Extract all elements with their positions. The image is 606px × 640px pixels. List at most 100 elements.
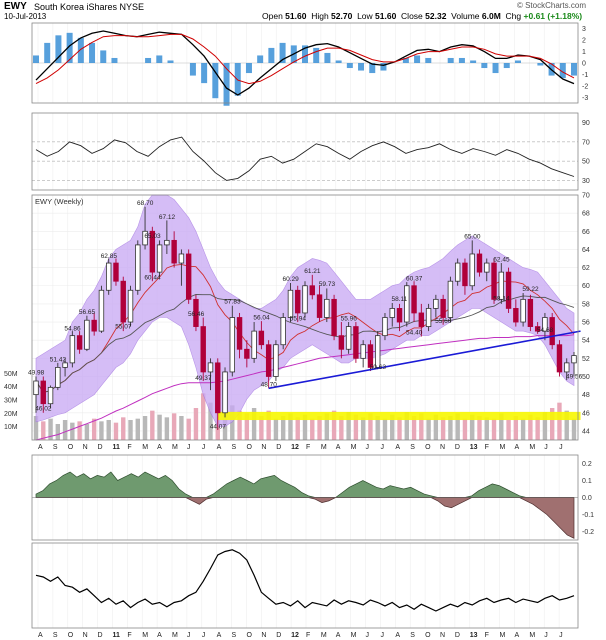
candle-body (527, 298, 534, 327)
volume-bar (353, 414, 359, 440)
month-tick-label-bottom: J (202, 632, 206, 639)
volume-bar (317, 416, 322, 440)
month-tick-label: O (246, 444, 252, 451)
month-tick-label-bottom: D (455, 632, 460, 639)
volume-bar (302, 414, 308, 440)
price-annotation-label: 62.45 (493, 257, 510, 264)
price-annotation-label: 57.83 (224, 298, 241, 305)
candle-body (156, 244, 163, 273)
price-annotation-label: 58.11 (392, 296, 408, 303)
price-tick-label: 64 (582, 247, 590, 254)
month-tick-label: O (68, 444, 74, 451)
macd-histogram-bar (55, 35, 62, 63)
macd-histogram-bar (503, 63, 510, 69)
macd-histogram-bar (33, 55, 39, 63)
price-tick-label: 44 (582, 428, 590, 435)
candle-body (476, 253, 483, 273)
macd-signal-line (35, 33, 575, 85)
volume-bar (397, 417, 402, 440)
price-annotation-label: 56.65 (79, 309, 96, 316)
support-highlight-band (217, 411, 581, 421)
macd-histogram-bar (380, 63, 387, 71)
month-tick-label-bottom: M (500, 632, 506, 639)
candle-body (382, 317, 388, 337)
candle-body (142, 230, 148, 246)
volume-bar (542, 412, 548, 440)
macd-histogram-bar (559, 63, 566, 79)
volume-label: Volume (451, 11, 480, 21)
month-tick-label-bottom: S (410, 632, 415, 639)
month-tick-label-bottom: M (529, 632, 535, 639)
candle-body (571, 355, 577, 364)
candle-body (440, 298, 446, 318)
macd-histogram-bar (111, 57, 118, 63)
macd-tick-label: 2 (582, 38, 586, 45)
month-tick-label-bottom: A (157, 632, 162, 639)
volume-bar (470, 414, 475, 440)
volume-bar (491, 418, 497, 440)
month-tick-label-bottom: S (232, 632, 237, 639)
volume-bar (339, 416, 344, 440)
indicator-line (35, 136, 575, 181)
volume-bar (433, 414, 439, 440)
volume-bar (121, 417, 126, 440)
candle-body (331, 298, 337, 337)
price-annotation-label: 54.86 (64, 325, 81, 332)
volume-bar (70, 422, 75, 440)
price-tick-label: 46 (582, 410, 590, 417)
candle-body (353, 326, 359, 359)
month-tick-label: S (232, 444, 237, 451)
month-tick-label: M (321, 444, 327, 451)
volume-bar (295, 417, 300, 440)
macd-histogram-bar (89, 42, 96, 63)
month-tick-label: J (366, 444, 370, 451)
volume-bar (33, 416, 39, 440)
candle-body (375, 335, 381, 368)
month-tick-label-bottom: O (425, 632, 431, 639)
month-tick-label: 12 (291, 444, 299, 451)
volume-bar (142, 416, 148, 440)
macd-histogram-bar (257, 55, 264, 63)
macd-histogram-bar (77, 37, 84, 63)
month-tick-label-bottom: A (38, 632, 43, 639)
price-annotation-label: 60.29 (282, 276, 299, 283)
month-tick-label-bottom: O (246, 632, 252, 639)
month-tick-label-bottom: N (83, 632, 88, 639)
volume-tick-label: 10M (4, 424, 18, 431)
volume-bar (77, 421, 82, 440)
candle-body (55, 367, 61, 388)
candle-body (491, 262, 497, 300)
candle-body (404, 285, 410, 323)
price-tick-label: 52 (582, 356, 590, 363)
macd-histogram-bar (212, 63, 219, 99)
month-tick-label-bottom: F (485, 632, 489, 639)
candle-body (411, 285, 417, 314)
volume-bar (106, 420, 111, 440)
month-tick-label: A (217, 444, 222, 451)
candle-body (309, 285, 315, 296)
chg-label: Chg (505, 11, 522, 21)
volume-bar (41, 421, 46, 440)
candle-body (265, 344, 272, 377)
candle-body (338, 335, 345, 350)
price-tick-label: 56 (582, 320, 590, 327)
volume-bar (484, 417, 489, 440)
price-annotation-label: 51.42 (50, 357, 67, 364)
volume-tick-label: 50M (4, 371, 18, 378)
volume-bar (346, 412, 351, 440)
volume-bar (48, 418, 53, 440)
macd-histogram-bar (245, 63, 252, 74)
moving-average-long (35, 334, 575, 441)
volume-bar (419, 413, 424, 440)
candle-body (520, 298, 526, 323)
month-tick-label-bottom: J (366, 632, 370, 639)
price-annotation-label: 54.68 (537, 327, 554, 334)
candle-body (367, 344, 374, 368)
volume-bar (513, 416, 519, 440)
volume-bar (360, 417, 366, 440)
month-tick-label: A (395, 444, 400, 451)
volume-bar (62, 420, 68, 440)
month-tick-label: 11 (112, 444, 120, 451)
volume-bar (520, 418, 526, 440)
candle-body (273, 344, 279, 377)
